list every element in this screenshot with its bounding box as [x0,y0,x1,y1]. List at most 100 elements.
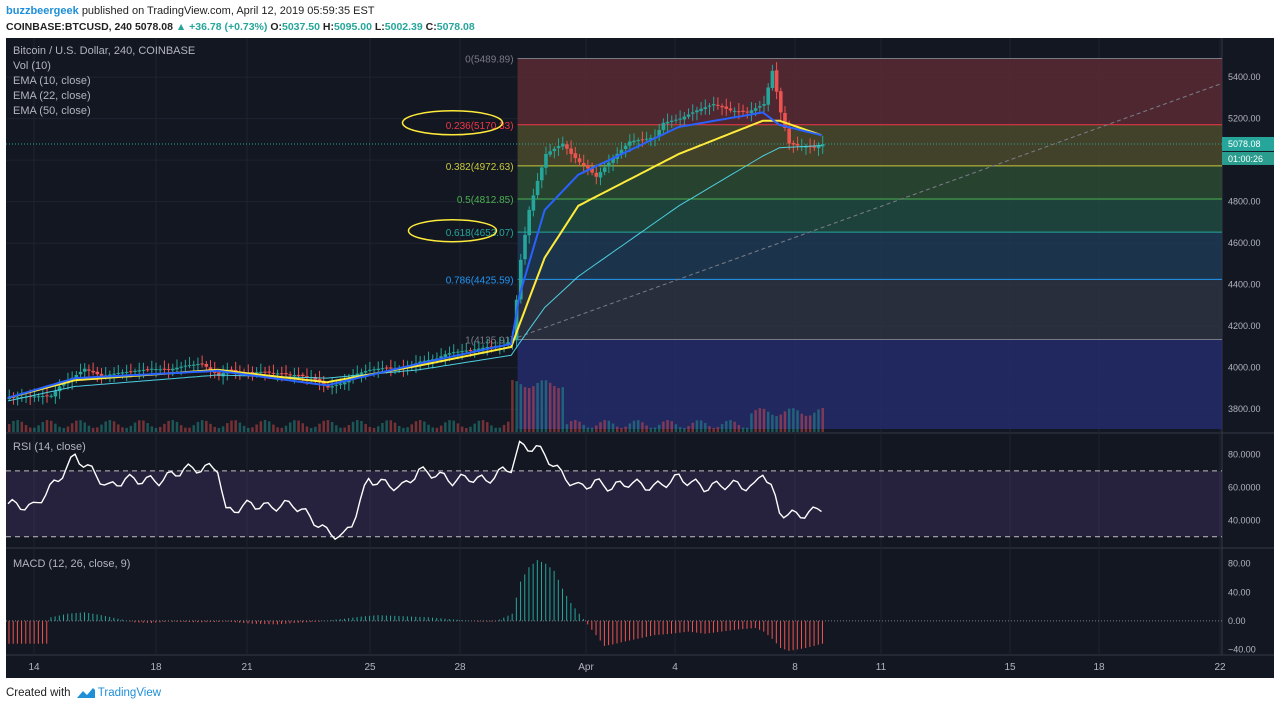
candle-body [544,153,548,168]
volume-bar [435,427,439,432]
volume-bar [125,427,128,432]
chart-canvas[interactable]: 5400.005200.005000.004800.004600.004400.… [6,38,1274,678]
volume-bar [238,422,242,432]
volume-bar [343,427,346,432]
open-label: O: [270,21,282,33]
candle-body [749,110,754,114]
price-change: ▲ +36.78 (+0.73%) [175,21,268,33]
volume-bar [674,424,678,432]
volume-bar [339,427,342,432]
candle-body [280,373,284,375]
candle-body [124,371,129,373]
volume-bar [750,413,753,432]
volume-bar [423,421,426,432]
fib-zone [517,232,1222,280]
price-tick-label: 3800.00 [1228,404,1261,414]
candle-body [636,140,641,142]
fib-zone [517,165,1222,200]
volume-bar [557,387,560,432]
candle-body [61,383,66,386]
volume-bar [590,427,594,432]
volume-bar [469,426,472,432]
tradingview-brand[interactable]: TradingView [97,687,162,699]
candle-body [456,351,460,353]
candle-body [531,195,536,211]
volume-bar [100,424,103,432]
legend-ema50[interactable]: EMA (50, close) [13,105,91,117]
volume-bar [163,423,166,432]
candle-body [422,360,427,362]
candle-body [820,143,825,147]
high-label: H: [322,21,334,33]
footer: Created with TradingView [6,684,161,702]
volume-bar [553,386,556,432]
volume-bar [167,420,170,432]
candle-body [32,396,37,398]
candle-body [607,162,611,167]
candle-body [183,365,188,367]
candle-body [145,369,150,371]
candle-body [443,354,448,357]
created-with-text: Created with [6,687,71,699]
volume-bar [75,420,78,432]
candle-body [254,372,259,374]
candle-body [682,116,687,120]
candle-body [535,180,540,196]
volume-bar [41,422,45,432]
volume-bar [460,426,464,432]
candle-body [191,364,196,366]
volume-bar [8,424,11,432]
open-value: 5037.50 [281,21,320,33]
macd-pane-legend[interactable]: MACD (12, 26, close, 9) [13,558,131,570]
volume-bar [91,427,95,432]
volume-bar [758,408,762,432]
volume-bar [406,427,409,432]
rsi-pane-legend[interactable]: RSI (14, close) [13,441,86,453]
published-text: published on TradingView.com, April 12, … [81,5,375,17]
volume-bar [188,427,191,432]
candle-body [40,396,45,398]
candle-body [619,149,624,154]
volume-bar [385,420,388,432]
volume-bar [427,424,430,432]
candle-body [150,368,154,370]
candle-body [590,167,594,173]
volume-bar [486,422,489,432]
candle-body [477,348,481,350]
candle-body [569,148,573,154]
volume-bar [582,424,585,432]
candle-body [741,110,745,112]
volume-bar [448,420,451,432]
chart-area[interactable]: 5400.005200.005000.004800.004600.004400.… [6,38,1274,678]
candle-body [648,138,653,140]
candle-body [485,346,490,348]
volume-bar [779,414,783,432]
candle-body [439,356,443,358]
volume-bar [280,427,284,432]
candle-body [598,172,603,178]
candle-body [141,369,146,371]
volume-bar [368,426,372,432]
candle-body [179,366,183,368]
candle-body [313,377,318,380]
volume-bar [230,420,233,432]
volume-bar [712,427,715,432]
legend-ema22[interactable]: EMA (22, close) [13,90,91,102]
candle-body [158,369,163,371]
volume-bar [347,425,351,432]
volume-bar [607,420,611,432]
candle-body [720,105,724,108]
author-link[interactable]: buzzbeergeek [6,5,79,17]
candle-body [57,386,62,392]
legend-vol[interactable]: Vol (10) [13,60,51,72]
volume-bar [511,380,514,432]
volume-bar [133,422,137,432]
volume-bar [519,384,523,432]
volume-bar [616,426,619,432]
legend-ema10[interactable]: EMA (10, close) [13,75,91,87]
fib-zone [517,339,1222,429]
fib-level-label: 0(5489.89) [465,54,513,65]
volume-bar [389,420,393,432]
candle-body [657,130,661,137]
volume-bar [792,408,795,432]
